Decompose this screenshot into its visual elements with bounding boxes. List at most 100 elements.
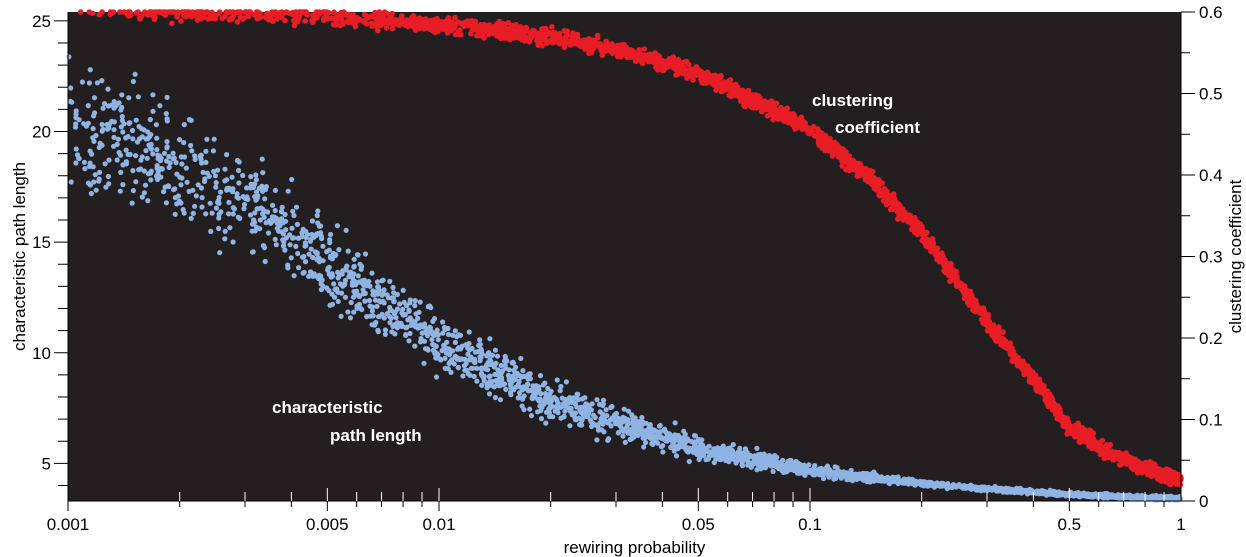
path-length-point: [93, 132, 99, 139]
path-length-point: [186, 188, 192, 194]
path-length-point: [691, 444, 698, 450]
clustering-point: [109, 10, 115, 16]
path-length-point: [663, 437, 670, 443]
path-length-point: [271, 214, 277, 220]
path-length-point: [670, 434, 677, 441]
path-length-point: [1118, 495, 1125, 501]
path-length-point: [907, 479, 913, 485]
path-length-point: [163, 200, 169, 206]
path-length-point: [164, 94, 170, 100]
path-length-point: [96, 178, 102, 184]
path-length-point: [1012, 486, 1019, 492]
path-length-point: [208, 228, 214, 234]
path-length-point: [721, 455, 727, 461]
path-length-series: [66, 54, 1184, 503]
clustering-point: [212, 15, 218, 22]
path-length-point: [330, 273, 336, 279]
path-length-point: [273, 242, 279, 248]
path-length-point: [429, 336, 435, 343]
path-length-point: [499, 368, 506, 374]
path-length-point: [769, 461, 775, 467]
path-length-point: [209, 210, 215, 216]
path-length-point: [324, 249, 330, 255]
path-length-point: [615, 430, 622, 436]
path-length-point: [174, 171, 180, 177]
path-length-point: [561, 413, 567, 419]
path-length-point: [184, 179, 190, 185]
path-length-point: [285, 188, 291, 194]
path-length-point: [452, 339, 458, 345]
path-length-point: [170, 150, 176, 156]
path-length-point: [346, 274, 352, 280]
path-length-point: [188, 215, 194, 221]
path-length-point: [895, 480, 901, 487]
path-length-point: [812, 463, 818, 469]
path-length-point: [222, 166, 228, 172]
path-length-point: [119, 117, 125, 124]
path-length-point: [462, 356, 468, 362]
path-length-point: [114, 157, 120, 163]
path-length-point: [345, 248, 351, 254]
path-length-point: [351, 256, 357, 262]
clustering-point: [854, 168, 860, 175]
path-length-point: [291, 273, 297, 279]
path-length-point: [72, 124, 79, 130]
path-length-point: [546, 413, 553, 420]
clustering-point: [1015, 354, 1021, 361]
path-length-point: [306, 273, 312, 279]
path-length-point: [244, 185, 250, 191]
path-length-point: [172, 211, 178, 217]
path-length-point: [130, 188, 136, 194]
path-length-point: [1151, 493, 1157, 499]
path-length-point: [407, 297, 413, 303]
path-length-point: [67, 98, 73, 104]
path-length-point: [335, 289, 341, 295]
path-length-point: [428, 305, 434, 311]
clustering-point: [372, 9, 378, 16]
clustering-point: [831, 141, 837, 148]
clustering-point: [829, 149, 836, 155]
path-length-point: [996, 487, 1002, 494]
clustering-point: [432, 19, 438, 25]
path-length-point: [387, 308, 393, 314]
path-length-point: [179, 161, 185, 167]
path-length-point: [296, 265, 302, 271]
path-length-point: [227, 225, 233, 231]
path-length-point: [1077, 494, 1083, 500]
path-length-point: [774, 454, 780, 460]
path-length-point: [327, 237, 333, 243]
path-length-point: [382, 331, 388, 337]
path-length-point: [860, 471, 866, 477]
path-length-point: [178, 182, 184, 188]
path-length-point: [478, 365, 485, 371]
path-length-point: [382, 327, 388, 333]
path-length-point: [163, 111, 169, 117]
path-length-point: [132, 71, 138, 77]
path-length-point: [335, 298, 341, 305]
path-length-point: [318, 233, 324, 239]
clustering-point: [985, 312, 992, 318]
path-length-point: [262, 196, 268, 202]
path-length-point: [582, 395, 588, 401]
path-length-point: [705, 456, 711, 462]
path-length-point: [143, 136, 149, 142]
path-length-point: [625, 408, 632, 414]
path-length-point: [1101, 491, 1107, 498]
path-length-point: [412, 343, 418, 349]
path-length-point: [380, 298, 386, 304]
clustering-point: [339, 20, 346, 26]
path-length-point: [595, 424, 601, 430]
path-length-point: [102, 161, 108, 167]
path-length-point: [620, 428, 626, 434]
path-length-point: [68, 85, 74, 91]
path-length-point: [144, 155, 150, 161]
clustering-point: [452, 14, 458, 21]
path-length-point: [154, 147, 160, 153]
path-length-point: [417, 299, 423, 305]
path-length-point: [176, 137, 183, 143]
path-length-point: [821, 476, 827, 482]
clustering-point: [586, 50, 592, 57]
path-length-point: [507, 381, 513, 387]
clustering-point: [269, 9, 275, 15]
clustering-point: [444, 30, 451, 36]
